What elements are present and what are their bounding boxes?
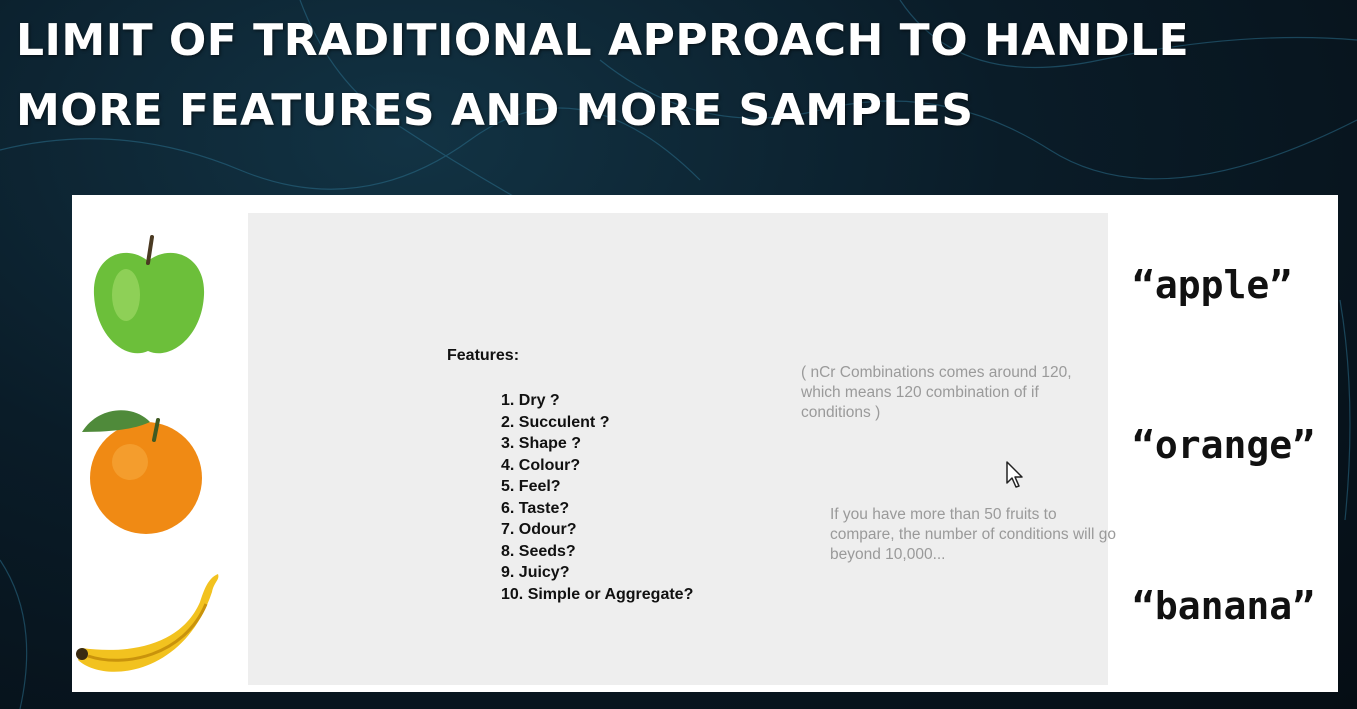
feature-item: 5. Feel? [501, 478, 561, 495]
apple-image [86, 233, 210, 363]
label-apple: “apple” [1132, 263, 1293, 307]
label-orange: “orange” [1132, 423, 1316, 467]
feature-item: 4. Colour? [501, 456, 581, 474]
feature-item: 10. Simple or Aggregate? [501, 585, 694, 603]
feature-item: 8. Seeds? [501, 542, 576, 560]
combinations-note: ( nCr Combinations comes around 120, whi… [801, 364, 1072, 421]
feature-item: 6. Taste? [501, 499, 570, 517]
orange-image [78, 400, 208, 540]
feature-item: 9. Juicy? [501, 564, 570, 581]
features-heading: Features: [447, 347, 520, 364]
label-banana: “banana” [1132, 584, 1316, 628]
features-slide-area: Features: 1. Dry ? 2. Succulent ? 3. Sha… [248, 213, 1116, 685]
feature-item: 3. Shape ? [501, 435, 582, 452]
feature-item: 1. Dry ? [501, 392, 560, 409]
title-line-1: LIMIT OF TRADITIONAL APPROACH TO HANDLE [16, 15, 1190, 66]
feature-item: 7. Odour? [501, 521, 577, 538]
features-list: 1. Dry ? 2. Succulent ? 3. Shape ? 4. Co… [501, 390, 693, 605]
content-panel: Features: 1. Dry ? 2. Succulent ? 3. Sha… [72, 195, 1338, 692]
title-line-2: MORE FEATURES AND MORE SAMPLES [16, 85, 974, 136]
slide-title: LIMIT OF TRADITIONAL APPROACH TO HANDLE … [16, 6, 1189, 146]
banana-image [74, 572, 224, 684]
fruits-note: If you have more than 50 fruits to compa… [830, 506, 1117, 563]
mouse-pointer-icon [1006, 461, 1026, 494]
feature-item: 2. Succulent ? [501, 413, 610, 431]
